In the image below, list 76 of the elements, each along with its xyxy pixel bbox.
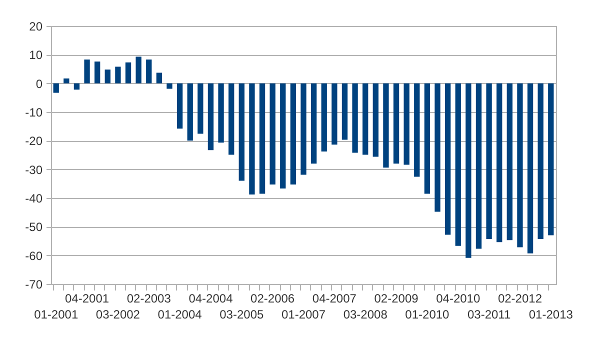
bar — [84, 60, 90, 84]
bar — [290, 83, 296, 185]
x-tick-label: 02-2012 — [498, 292, 542, 306]
y-tick-label: 10 — [29, 48, 43, 62]
x-tick-label: 03-2011 — [467, 308, 511, 322]
y-tick-label: 20 — [29, 20, 43, 34]
bar — [300, 83, 306, 175]
x-tick-label: 02-2003 — [126, 292, 172, 306]
bar — [187, 83, 193, 141]
bar — [238, 83, 244, 181]
bar — [404, 83, 410, 165]
x-tick-label: 02-2009 — [374, 292, 419, 306]
bar — [208, 83, 214, 150]
bar — [455, 83, 461, 246]
x-tick-label: 04-2007 — [312, 292, 357, 306]
bar — [362, 83, 368, 155]
bar — [414, 83, 420, 177]
bar — [444, 83, 451, 235]
bar — [104, 70, 110, 84]
bar — [548, 83, 554, 236]
bar — [94, 62, 100, 84]
y-tick-label: -30 — [25, 162, 43, 177]
bar — [527, 83, 534, 254]
bar — [517, 83, 523, 248]
y-tick-label: -20 — [25, 134, 43, 148]
y-tick-label: -40 — [25, 192, 43, 206]
bar — [332, 83, 338, 145]
bar — [259, 83, 266, 194]
x-tick-label: 01-2001 — [34, 308, 78, 322]
x-tick-label: 03-2005 — [220, 308, 264, 322]
bar — [228, 83, 234, 155]
x-tick-label: 04-2010 — [436, 292, 480, 306]
bar — [74, 83, 80, 90]
bar — [270, 83, 276, 185]
x-tick-label: 04-2004 — [188, 292, 234, 306]
y-tick-label: -70 — [25, 278, 43, 292]
x-tick-label: 01-2007 — [281, 308, 326, 322]
bar — [115, 66, 121, 84]
bar — [249, 83, 255, 195]
bar — [176, 83, 183, 129]
bar — [53, 83, 59, 93]
x-tick-label: 01-2010 — [405, 308, 450, 322]
x-tick-label: 03-2002 — [96, 308, 140, 322]
x-tick-label: 02-2006 — [250, 292, 295, 306]
x-tick-label: 04-2001 — [65, 292, 110, 306]
bar — [434, 83, 440, 212]
bar — [424, 83, 430, 194]
bar — [466, 83, 472, 258]
x-tick-label: 01-2004 — [158, 308, 202, 322]
y-tick-label: 0 — [36, 76, 43, 91]
bar — [321, 83, 327, 152]
bar — [156, 72, 162, 84]
bar — [372, 83, 378, 157]
bar — [383, 83, 389, 168]
bar — [310, 83, 317, 164]
bar — [352, 83, 358, 153]
bar — [476, 83, 482, 249]
bar — [146, 60, 152, 84]
y-tick-label: -10 — [25, 106, 43, 120]
bar — [506, 83, 512, 240]
x-tick-label: 01-2013 — [528, 308, 574, 322]
bar — [486, 83, 492, 239]
bar — [166, 83, 172, 89]
bar — [125, 62, 132, 84]
y-tick-label: -50 — [25, 220, 43, 234]
bar — [496, 83, 502, 242]
y-tick-label: -60 — [25, 248, 43, 263]
bar — [218, 83, 224, 143]
bar — [64, 78, 70, 84]
bar — [538, 83, 544, 239]
bar — [136, 56, 142, 84]
bar — [198, 83, 204, 134]
bar — [342, 83, 348, 140]
bar — [393, 83, 400, 164]
x-tick-label: 03-2008 — [343, 308, 388, 322]
bar — [280, 83, 286, 189]
